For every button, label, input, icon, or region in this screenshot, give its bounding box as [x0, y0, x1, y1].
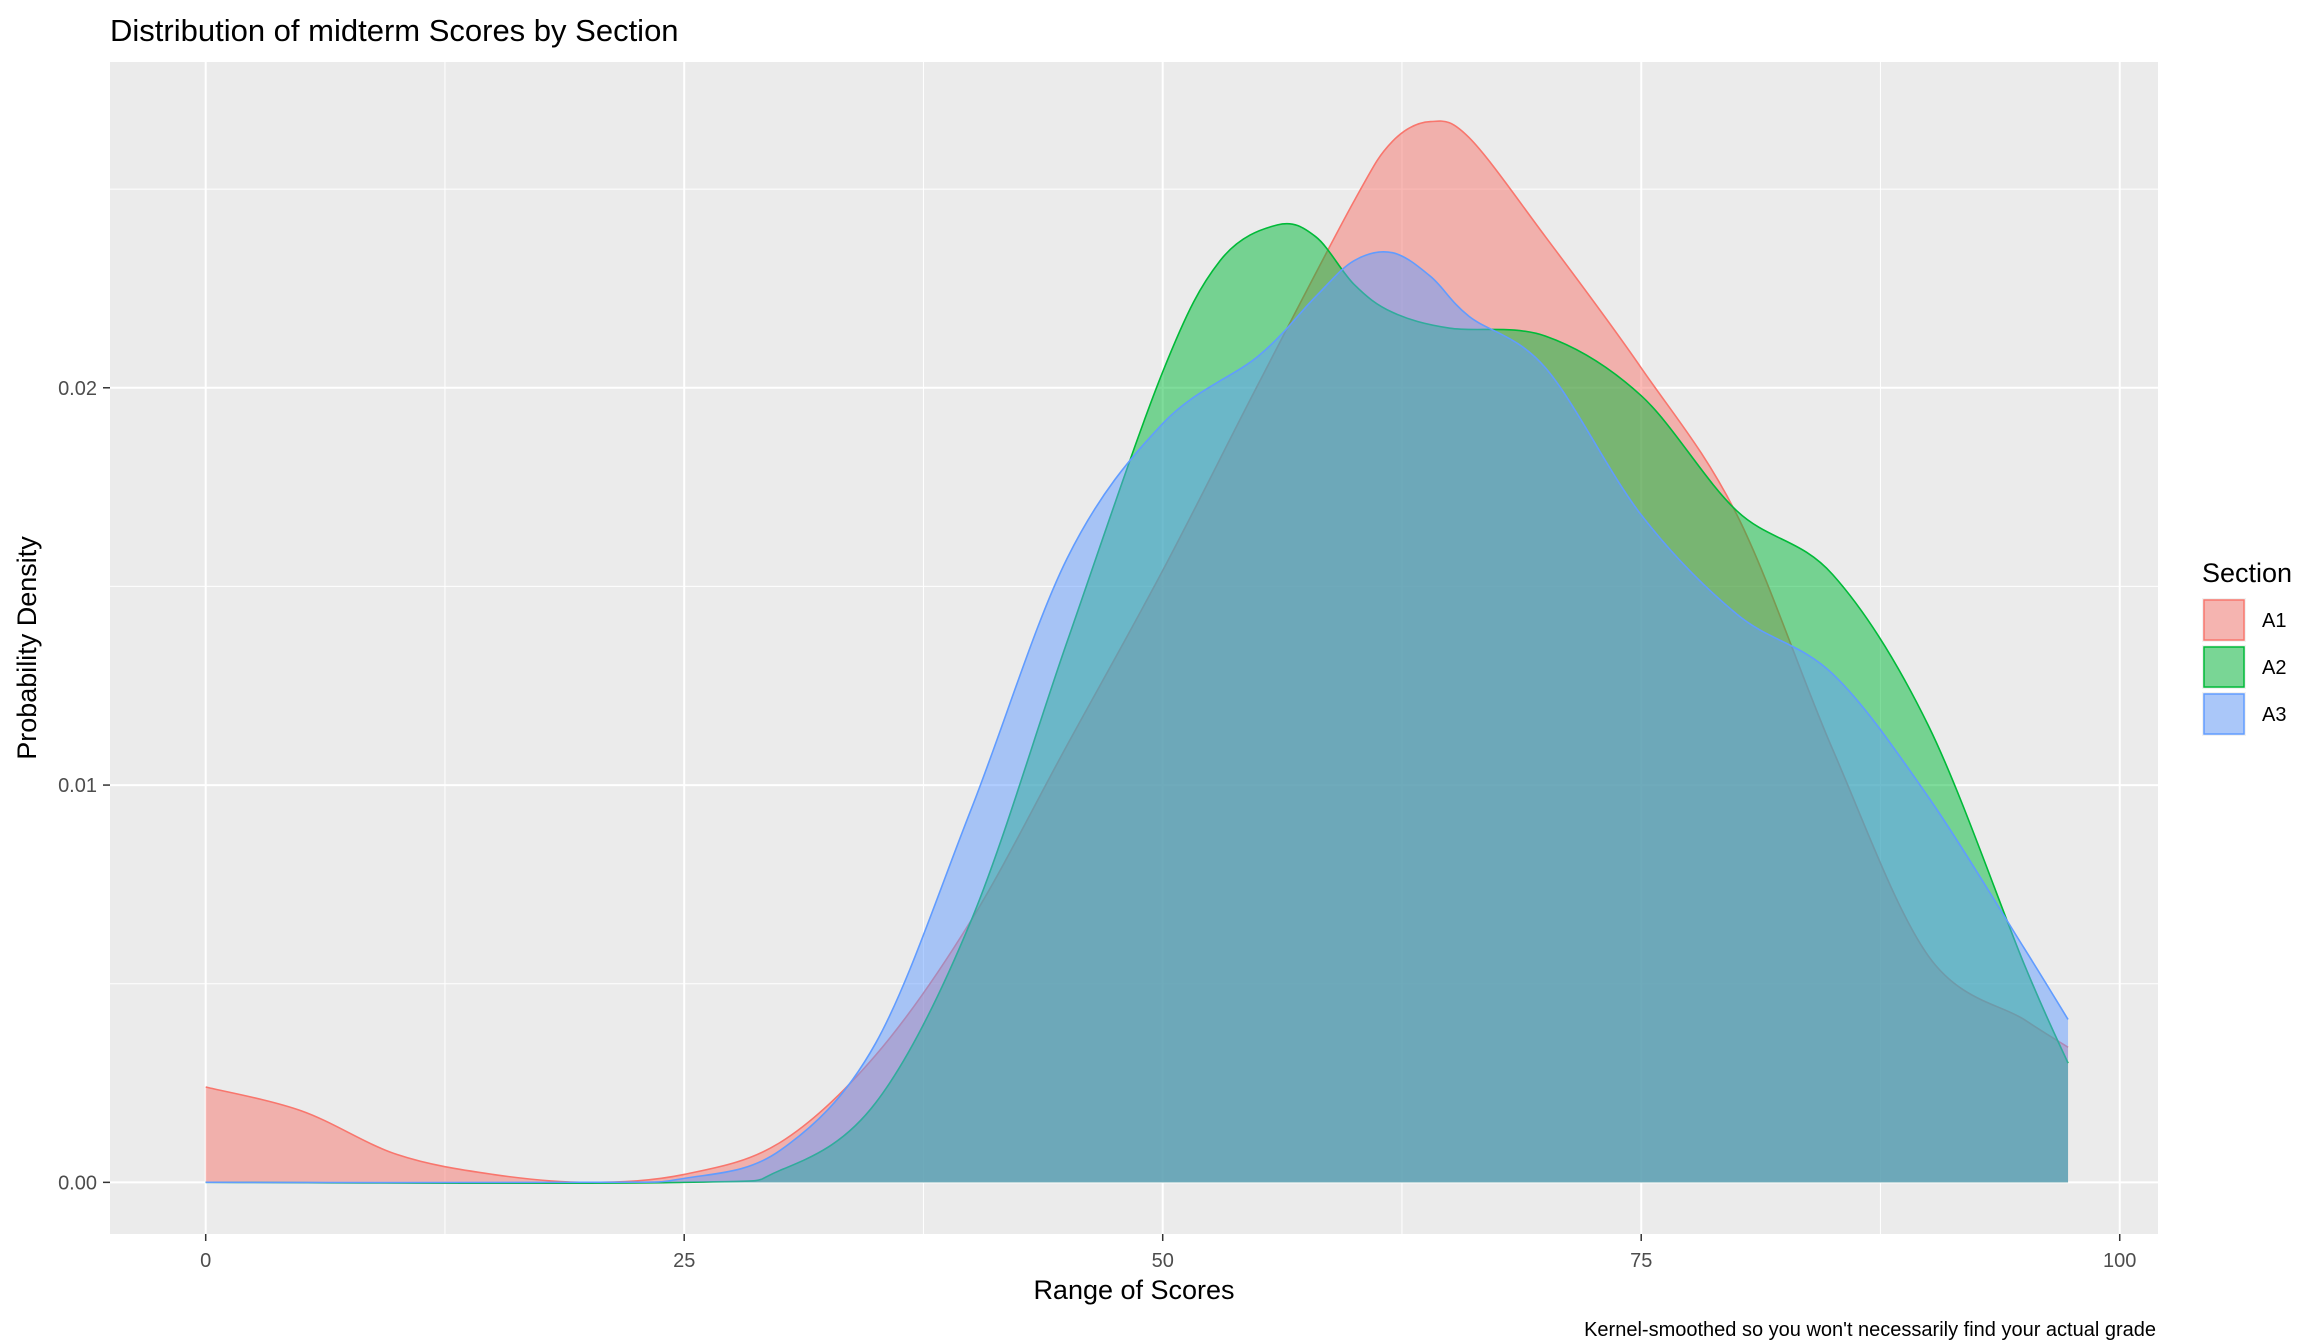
x-tick-label: 25: [673, 1250, 695, 1272]
legend: Section A1 A2 A3: [2202, 558, 2292, 736]
density-areas: [205, 120, 2069, 1185]
legend-label-a1: A1: [2262, 610, 2286, 632]
x-tick-label: 75: [1630, 1250, 1652, 1272]
x-tick-label: 0: [200, 1250, 211, 1272]
density-line-a3: [205, 250, 2069, 1184]
legend-label-a2: A2: [2262, 657, 2286, 679]
legend-title: Section: [2202, 558, 2292, 588]
legend-key-a2: [2203, 646, 2245, 688]
x-axis-title: Range of Scores: [1033, 1275, 1234, 1305]
density-area-a3: [205, 251, 2069, 1183]
y-tick-label: 0.02: [58, 378, 97, 400]
chart-title: Distribution of midterm Scores by Sectio…: [110, 13, 679, 48]
y-tick-label: 0.01: [58, 775, 97, 797]
y-axis-title: Probability Density: [12, 536, 42, 760]
axis-ticks: 0 25 50 75 100 0.00 0.01 0.02: [58, 378, 2136, 1272]
y-tick-label: 0.00: [58, 1172, 97, 1194]
x-tick-label: 100: [2103, 1250, 2136, 1272]
chart-caption: Kernel-smoothed so you won't necessarily…: [1584, 1319, 2156, 1341]
legend-items: A1 A2 A3: [2202, 598, 2286, 736]
legend-key-a3: [2203, 693, 2245, 735]
x-tick-label: 50: [1152, 1250, 1174, 1272]
legend-key-a1: [2203, 599, 2245, 641]
legend-label-a3: A3: [2262, 704, 2286, 726]
